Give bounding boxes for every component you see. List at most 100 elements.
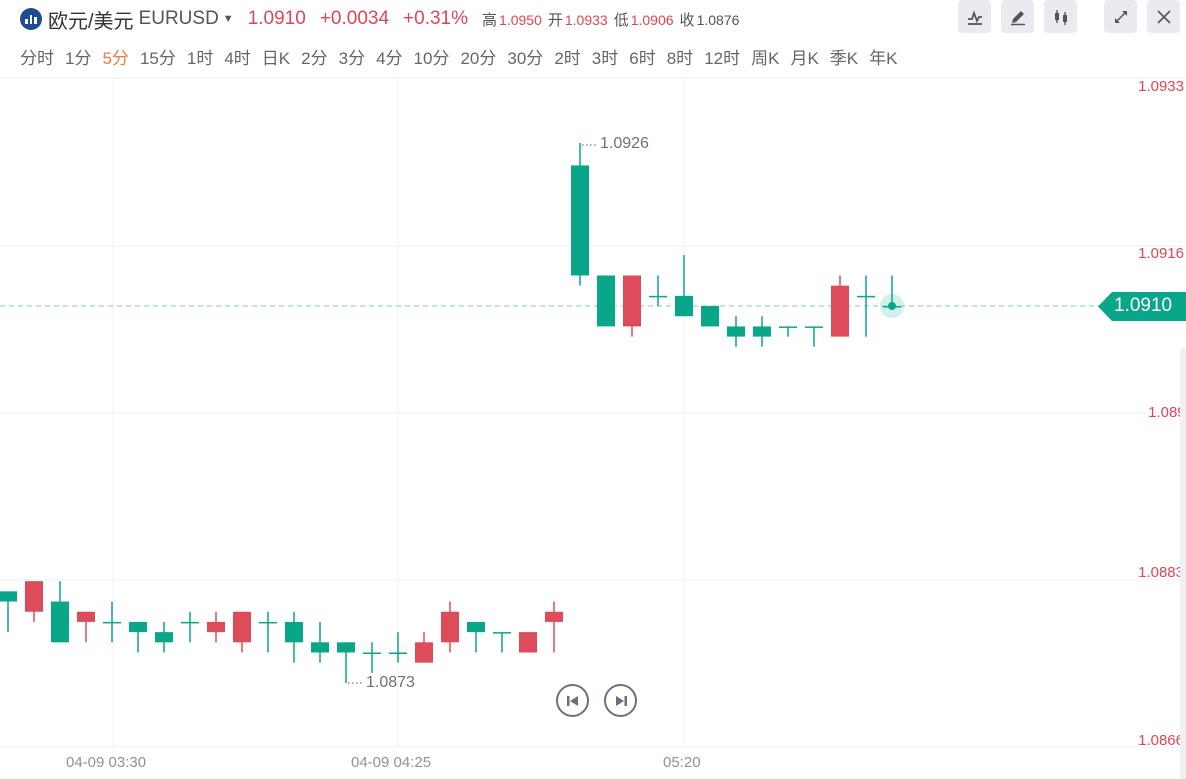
side-panel-handle[interactable] bbox=[1180, 348, 1186, 779]
candle bbox=[311, 621, 329, 663]
candle-type-button[interactable] bbox=[1044, 0, 1077, 33]
stat-label: 开 bbox=[547, 11, 563, 29]
candle bbox=[51, 581, 69, 643]
y-axis-label: 1.0933 bbox=[1138, 78, 1184, 95]
candle bbox=[389, 632, 407, 663]
period-tab[interactable]: 10分 bbox=[413, 49, 450, 68]
period-tab[interactable]: 周K bbox=[751, 49, 780, 68]
candle-body bbox=[233, 611, 251, 643]
period-tab[interactable]: 3时 bbox=[591, 49, 619, 68]
symbol-name[interactable]: 欧元/美元 bbox=[48, 10, 134, 33]
candle-body bbox=[155, 632, 173, 643]
candle-body bbox=[389, 652, 407, 654]
candle-body bbox=[649, 295, 667, 298]
live-price-dot bbox=[888, 302, 896, 310]
symbol-dropdown-icon[interactable]: ▼ bbox=[222, 13, 234, 25]
period-tab[interactable]: 5分 bbox=[102, 49, 129, 68]
candle-body bbox=[545, 611, 563, 622]
candle bbox=[0, 591, 17, 633]
scroll-to-end-button[interactable] bbox=[604, 684, 637, 717]
candle-body bbox=[519, 632, 537, 653]
period-tab[interactable]: 1时 bbox=[186, 49, 214, 68]
period-tab[interactable]: 30分 bbox=[507, 49, 544, 68]
candle-body bbox=[259, 621, 277, 624]
stat-value: 1.0950 bbox=[499, 11, 542, 28]
stat-open: 开 1.0933 bbox=[548, 9, 608, 30]
candle bbox=[519, 632, 537, 653]
skip-forward-icon bbox=[615, 695, 627, 706]
close-button[interactable] bbox=[1147, 0, 1180, 33]
stat-value: 1.0906 bbox=[630, 11, 674, 28]
high-price-label: 1.0926 bbox=[600, 135, 649, 152]
candle bbox=[259, 611, 277, 653]
fullscreen-button[interactable] bbox=[1104, 0, 1137, 33]
candle bbox=[103, 601, 121, 643]
period-tab[interactable]: 6时 bbox=[629, 49, 656, 68]
indicator-button[interactable] bbox=[958, 0, 991, 33]
candle-body bbox=[129, 621, 147, 633]
period-tab[interactable]: 分时 bbox=[20, 49, 54, 68]
candle-body bbox=[467, 621, 485, 633]
candle bbox=[727, 316, 745, 347]
candle bbox=[155, 621, 173, 653]
candle-body bbox=[103, 621, 121, 624]
skip-back-icon bbox=[566, 695, 578, 706]
stat-value: 1.0876 bbox=[696, 11, 740, 28]
candle-body bbox=[77, 611, 95, 622]
stat-label: 低 bbox=[613, 11, 629, 29]
candle-body bbox=[25, 581, 43, 612]
candle bbox=[77, 611, 95, 643]
candle bbox=[831, 275, 849, 337]
candle bbox=[805, 326, 823, 347]
x-axis-label: 04-09 03:30 bbox=[66, 754, 147, 771]
candle bbox=[493, 632, 511, 653]
last-price: 1.0910 bbox=[247, 8, 306, 29]
symbol-code[interactable]: EURUSD bbox=[138, 8, 219, 29]
candle bbox=[675, 255, 693, 317]
y-axis-label: 1.0883 bbox=[1138, 564, 1184, 581]
candle bbox=[779, 326, 797, 337]
period-tab[interactable]: 日K bbox=[261, 49, 291, 68]
period-tab[interactable]: 2时 bbox=[554, 49, 581, 68]
candle-body bbox=[597, 275, 615, 327]
candle-body bbox=[831, 285, 849, 337]
candle-body bbox=[753, 326, 771, 337]
candle-body bbox=[441, 611, 459, 643]
period-tab[interactable]: 12时 bbox=[704, 49, 741, 68]
period-tab[interactable]: 4时 bbox=[224, 49, 251, 68]
low-price-label: 1.0873 bbox=[366, 674, 415, 691]
period-tab[interactable]: 季K bbox=[829, 49, 859, 68]
y-axis-label: 1.0899 bbox=[1148, 404, 1186, 421]
period-tab[interactable]: 2分 bbox=[301, 49, 328, 68]
period-tab[interactable]: 3分 bbox=[338, 49, 366, 68]
candle-body bbox=[571, 165, 589, 276]
candle bbox=[129, 621, 147, 653]
candle bbox=[597, 275, 615, 327]
candle bbox=[415, 632, 433, 663]
period-tab[interactable]: 15分 bbox=[139, 49, 176, 68]
candle-body bbox=[805, 326, 823, 328]
candle bbox=[545, 601, 563, 653]
period-tab[interactable]: 1分 bbox=[65, 49, 92, 68]
current-price-tag: 1.0910 bbox=[1098, 292, 1186, 321]
period-tab[interactable]: 年K bbox=[869, 49, 898, 68]
candle-body bbox=[779, 326, 797, 328]
candle bbox=[571, 143, 589, 286]
candle-body bbox=[181, 621, 199, 624]
period-tab[interactable]: 月K bbox=[790, 49, 819, 68]
candle bbox=[701, 306, 719, 327]
candle bbox=[181, 611, 199, 643]
pencil-icon bbox=[1010, 10, 1025, 25]
indicator-icon bbox=[967, 9, 982, 25]
candle-body bbox=[493, 632, 511, 634]
draw-button[interactable] bbox=[1001, 0, 1034, 33]
period-tab[interactable]: 4分 bbox=[376, 49, 403, 68]
grid-lines bbox=[0, 77, 1186, 748]
period-tab[interactable]: 20分 bbox=[460, 49, 497, 68]
candle bbox=[337, 642, 355, 684]
stat-low: 低 1.0906 bbox=[614, 9, 674, 30]
scroll-to-start-button[interactable] bbox=[556, 684, 589, 717]
period-tab[interactable]: 8时 bbox=[666, 49, 694, 68]
candle bbox=[363, 642, 381, 673]
